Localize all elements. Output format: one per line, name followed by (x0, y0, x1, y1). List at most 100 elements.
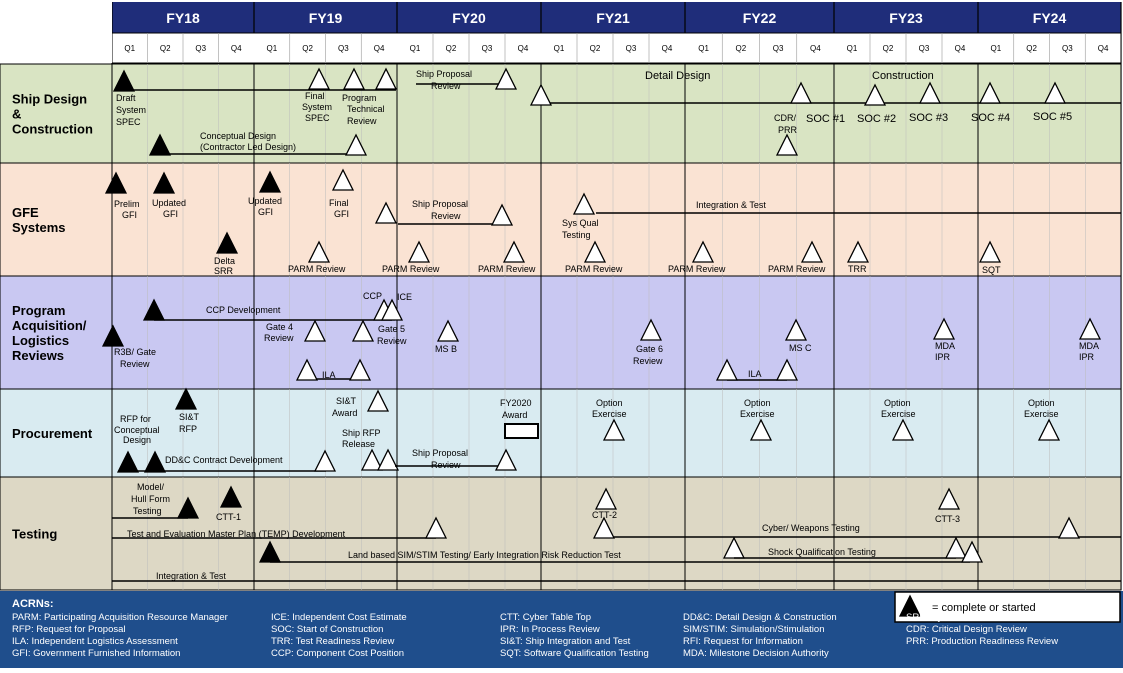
row-band-test (0, 476, 1122, 591)
milestone-filled-icon (219, 485, 243, 508)
label: RFP (179, 424, 197, 434)
milestone-open-icon (639, 318, 663, 341)
row-label-acq: Acquisition/ (12, 318, 87, 333)
label: GFI (122, 210, 137, 220)
quarter-label: Q1 (267, 44, 278, 53)
acronym-entry: IPR: In Process Review (500, 624, 600, 635)
acronym-entry: SOC: Start of Construction (271, 624, 383, 635)
year-header-band (112, 2, 1121, 33)
milestone-open-icon (436, 319, 460, 342)
quarter-label: Q1 (410, 44, 421, 53)
label: SI&T (336, 396, 357, 406)
label: Testing (133, 506, 162, 516)
milestone-open-icon (789, 81, 813, 104)
row-label-acq: Program (12, 303, 65, 318)
milestone-open-icon (307, 67, 331, 90)
year-label-FY22: FY22 (743, 10, 777, 26)
label: Test and Evaluation Master Plan (TEMP) D… (127, 529, 346, 539)
quarter-label: Q3 (195, 44, 206, 53)
label: Review (377, 336, 407, 346)
milestone-filled-icon (143, 450, 167, 473)
label: Exercise (1024, 409, 1059, 419)
corner-blank (0, 2, 112, 63)
label: SOC #3 (909, 112, 948, 124)
quarter-label: Q4 (1098, 44, 1109, 53)
year-label-FY18: FY18 (166, 10, 200, 26)
milestone-open-icon (351, 319, 375, 342)
label: Gate 6 (636, 344, 663, 354)
label: Model/ (137, 482, 165, 492)
label: Shock Qualification Testing (768, 547, 876, 557)
quarter-label: Q2 (883, 44, 894, 53)
label: Updated (248, 196, 282, 206)
milestone-filled-icon (176, 496, 200, 519)
label: SPEC (305, 113, 330, 123)
milestone-filled-icon (112, 69, 136, 92)
milestone-open-icon (376, 448, 400, 471)
label: RFP for (120, 414, 151, 424)
legend-text: = complete or started (932, 602, 1036, 614)
label: PARM Review (565, 264, 623, 274)
label: Design (123, 435, 151, 445)
quarter-label: Q3 (338, 44, 349, 53)
label: Ship Proposal (412, 448, 468, 458)
year-label-FY24: FY24 (1033, 10, 1067, 26)
label: Technical (347, 104, 385, 114)
milestone-filled-icon (148, 133, 172, 156)
label: ICE (397, 292, 412, 302)
label: GFI (163, 209, 178, 219)
label: Final (305, 91, 325, 101)
label: ILA (748, 369, 762, 379)
milestone-open-icon (313, 449, 337, 472)
milestone-open-icon (592, 516, 616, 539)
label: CCP (363, 291, 382, 301)
milestone-open-icon (366, 389, 390, 412)
label: Exercise (592, 409, 627, 419)
label: GFI (258, 207, 273, 217)
acronym-entry: SQT: Software Qualification Testing (500, 648, 649, 659)
label: Integration & Test (156, 571, 226, 581)
milestone-open-icon (594, 487, 618, 510)
label: PARM Review (478, 264, 536, 274)
milestone-open-icon (1043, 81, 1067, 104)
acronym-entry: MDA: Milestone Decision Authority (683, 648, 829, 659)
label: CTT-2 (592, 510, 617, 520)
milestone-open-icon (918, 81, 942, 104)
milestone-open-icon (1057, 516, 1081, 539)
quarter-label: Q2 (1026, 44, 1037, 53)
milestone-open-icon (978, 81, 1002, 104)
milestone-open-icon (490, 203, 514, 226)
quarter-label: Q1 (124, 44, 135, 53)
row-band-acq (0, 275, 1122, 390)
label: Review (431, 211, 461, 221)
label: R3B/ Gate (114, 347, 156, 357)
milestone-open-icon (715, 358, 739, 381)
label: Review (120, 359, 150, 369)
label: Construction (872, 70, 934, 82)
label: SOC #2 (857, 113, 896, 125)
acronym-entry: CTT: Cyber Table Top (500, 612, 591, 623)
label: PARM Review (288, 264, 346, 274)
label: PARM Review (668, 264, 726, 274)
label: DD&C Contract Development (165, 455, 283, 465)
milestone-open-icon (494, 448, 518, 471)
quarter-label: Q2 (302, 44, 313, 53)
label: SQT (982, 265, 1001, 275)
label: Detail Design (645, 70, 710, 82)
quarter-label: Q1 (554, 44, 565, 53)
year-label-FY21: FY21 (596, 10, 630, 26)
quarter-label: Q3 (626, 44, 637, 53)
row-label-gfe: Systems (12, 220, 65, 235)
label: MDA (935, 341, 955, 351)
label: Exercise (881, 409, 916, 419)
label: Hull Form (131, 494, 170, 504)
label: Option (1028, 398, 1055, 408)
label: IPR (935, 352, 951, 362)
label: System (116, 105, 146, 115)
quarter-label: Q2 (160, 44, 171, 53)
label: Option (744, 398, 771, 408)
acronym-title: ACRNs: (12, 598, 54, 610)
milestone-open-icon (978, 240, 1002, 263)
